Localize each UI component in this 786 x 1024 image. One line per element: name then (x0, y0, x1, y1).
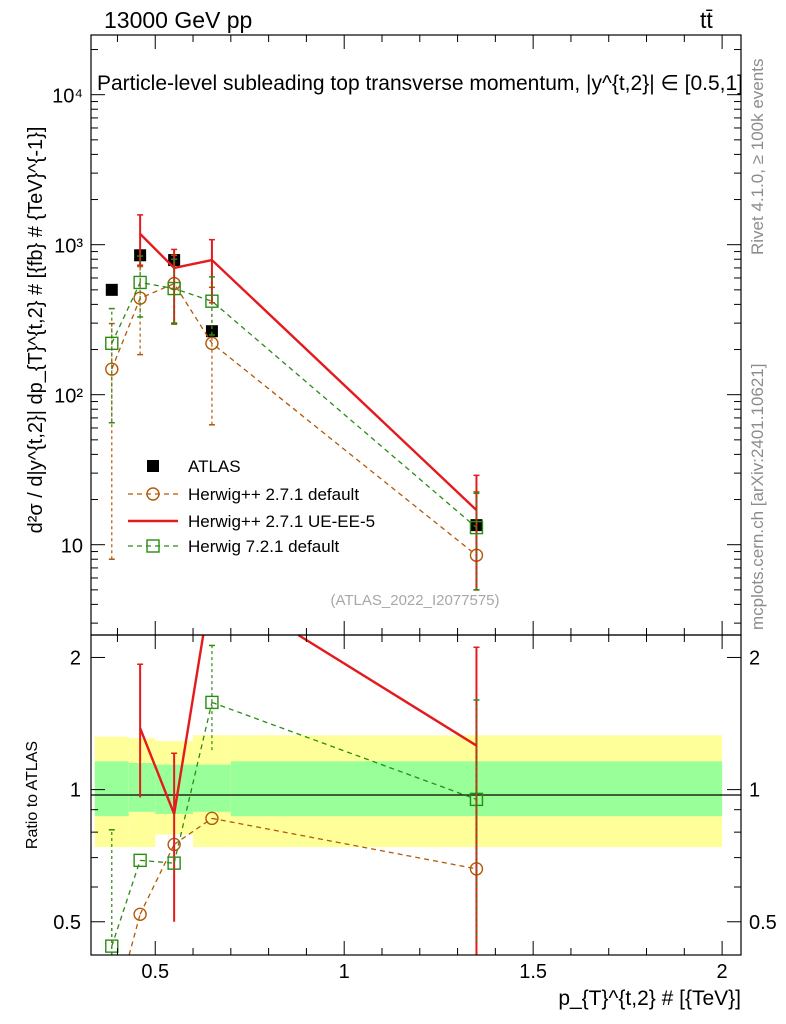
ratio-series-2-line (172, 634, 205, 815)
series-1-point (205, 336, 219, 351)
ratio-series-1-line (128, 914, 141, 956)
ratio-y-axis-label: Ratio to ATLAS (24, 741, 41, 849)
plot-title: Particle-level subleading top transverse… (97, 72, 743, 95)
legend-label-3: Herwig 7.2.1 default (188, 537, 339, 556)
y-tick-label-ratio: 0.5 (53, 912, 81, 934)
ratio-series-3-line (140, 859, 175, 864)
ratio-series-3-line (173, 702, 213, 864)
ratio-series-layer (105, 633, 484, 956)
ratio-uncertainty-bands (94, 735, 723, 848)
ratio-frame (90, 634, 742, 956)
ratio-series-3-line (111, 860, 141, 947)
legend-marker-1 (146, 487, 160, 501)
y-tick-label-main: 10 (61, 536, 83, 558)
legend-marker-0 (147, 460, 159, 472)
series-0-point (205, 325, 218, 338)
series-2-line (139, 233, 478, 511)
y-tick-label-main: 10³ (54, 236, 83, 258)
x-axis-label: p_{T}^{t,2} # [{TeV}] (558, 987, 741, 1010)
ratio-series-3-point (167, 856, 181, 870)
series-3-point (133, 275, 147, 290)
ratio-series-1-line (139, 844, 175, 915)
ratio-series-3-point (105, 939, 119, 953)
x-tick-label: 0.5 (141, 961, 169, 983)
ratio-series-3-line (211, 701, 477, 800)
ratio-series-3-point (133, 853, 147, 868)
ratio-series-1-point (133, 907, 147, 921)
rivet-version-label: Rivet 4.1.0, ≥ 100k events (748, 59, 767, 255)
y-tick-label-ratio: 2 (70, 647, 81, 669)
y-tick-label-main: 10⁴ (52, 86, 83, 108)
legend-label-0: ATLAS (188, 457, 241, 476)
ratio-band-inner (193, 764, 231, 812)
ratio-series-3-point (469, 792, 484, 807)
series-1-line (111, 282, 477, 556)
x-tick-label: 2 (717, 961, 728, 983)
analysis-watermark: (ATLAS_2022_I2077575) (330, 592, 499, 609)
y-tick-label-ratio: 1 (70, 780, 81, 802)
legend-label-1: Herwig++ 2.7.1 default (188, 485, 359, 504)
series-3-point (105, 336, 119, 351)
energy-label: 13000 GeV pp (104, 7, 252, 33)
x-tick-label: 1 (339, 961, 350, 983)
series-3-line (111, 281, 477, 529)
series-0-point (105, 283, 118, 296)
mcplots-label: mcplots.cern.ch [arXiv:2401.10621] (748, 364, 767, 630)
ratio-axis-ticks: 0.5 1 1.5 2 0.5 0.5 1 1 2 2 (53, 635, 777, 983)
series-3-point (205, 294, 219, 308)
main-series-layer (105, 214, 484, 591)
main-panel: 10 10² 10³ 10⁴ Particle-level subleading to… (25, 34, 743, 636)
ratio-band-inner (128, 762, 156, 812)
ratio-panel: 0.5 1 1.5 2 0.5 0.5 1 1 2 2 Ratio to ATLAS p_{T}^… (24, 633, 777, 1010)
main-y-axis-label: d²σ / d|y^{t,2}| dp_{T}^{t,2} # [{fb} # … (25, 127, 47, 534)
ratio-band-inner (94, 761, 129, 817)
ratio-series-1-line (173, 817, 213, 845)
y-tick-label-ratio-right: 2 (749, 647, 760, 669)
legend-label-2: Herwig++ 2.7.1 UE-EE-5 (188, 512, 375, 531)
legend: ATLAS Herwig++ 2.7.1 default Herwig++ 2.7.… (128, 457, 375, 556)
ratio-series-3-point (205, 695, 219, 710)
series-1-point (105, 362, 119, 376)
ratio-series-1-point (205, 811, 219, 826)
main-axis-ticks: 10 10² 10³ 10⁴ (52, 35, 741, 635)
ratio-series-2-line (297, 633, 478, 747)
y-tick-label-main: 10² (54, 386, 83, 408)
ratio-series-2-line (139, 727, 176, 815)
process-label: tt̄ (700, 7, 713, 33)
y-tick-label-ratio-right: 0.5 (749, 912, 777, 934)
series-3-point (167, 281, 181, 296)
legend-marker-3 (146, 539, 160, 553)
series-3-point (469, 520, 484, 535)
y-tick-label-ratio-right: 1 (749, 780, 760, 802)
x-tick-label: 1.5 (519, 961, 547, 983)
